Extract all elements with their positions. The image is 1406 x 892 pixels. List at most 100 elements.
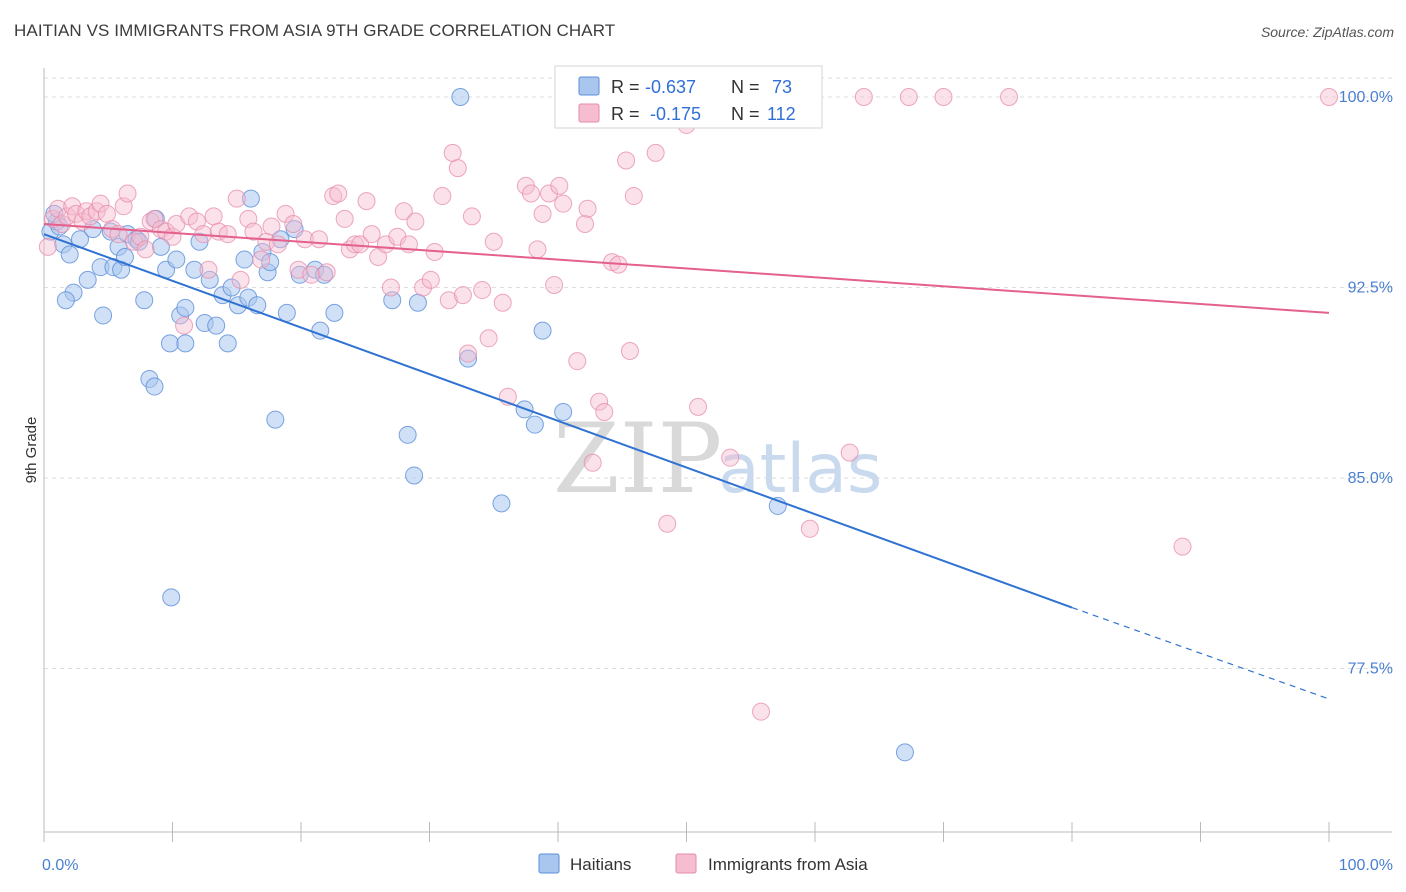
haitians-point [533, 321, 552, 340]
asia-point [568, 352, 587, 371]
legend-n-value-1: 73 [772, 77, 792, 97]
x-axis-ticks [43, 822, 1330, 842]
haitians-trend-line [43, 233, 1073, 609]
asia-point [689, 397, 708, 416]
asia-point [136, 240, 155, 259]
haitians-point [176, 298, 195, 317]
asia-point [199, 260, 218, 279]
asia-point [227, 189, 246, 208]
legend-n-value-2: 112 [767, 104, 796, 124]
axes [43, 68, 1392, 833]
asia-point [1320, 88, 1338, 106]
asia-point [268, 235, 287, 254]
asia-point [575, 215, 594, 233]
x-tick-label-max: 100.0% [1339, 857, 1393, 874]
asia-point [439, 291, 458, 310]
asia-point [453, 286, 472, 305]
asia-point [381, 278, 400, 297]
asia-point [324, 187, 343, 206]
series-legend: Haitians Immigrants from Asia [538, 853, 868, 874]
haitians-point [222, 278, 241, 297]
asia-point [448, 159, 467, 178]
asia-point [473, 281, 492, 300]
haitians-point [218, 334, 237, 353]
source-label: Source: ZipAtlas.com [1260, 24, 1394, 40]
asia-point [899, 88, 918, 106]
asia-point [528, 240, 547, 259]
haitians-point [451, 88, 470, 106]
bottom-legend-asia: Immigrants from Asia [708, 855, 868, 874]
asia-point [394, 202, 413, 221]
haitians-point [405, 466, 424, 485]
legend-swatch-asia [578, 103, 600, 123]
legend-swatch-haitians [578, 76, 600, 96]
asia-point [533, 204, 552, 223]
watermark: ZIP atlas [553, 403, 882, 515]
asia-point [244, 222, 263, 241]
watermark-zip: ZIP [553, 403, 722, 515]
legend-n-label-2: N = [731, 104, 760, 124]
trend-lines [43, 223, 1330, 700]
asia-point [38, 237, 57, 256]
haitians-point [176, 334, 195, 353]
haitians-point [94, 306, 113, 325]
asia-point [462, 207, 481, 226]
asia-point [540, 184, 559, 203]
asia-point [276, 204, 295, 223]
haitians-point [135, 291, 154, 310]
asia-point [1000, 88, 1019, 106]
legend-r-label-2: R = [611, 104, 640, 124]
x-tick-label-min: 0.0% [42, 857, 78, 874]
y-tick-label: 100.0% [1339, 89, 1393, 106]
bottom-legend-swatch-haitians [538, 853, 560, 874]
haitians-point [895, 743, 914, 762]
asia-point [231, 270, 250, 289]
asia-point [218, 225, 237, 244]
y-tick-labels: 77.5% 85.0% 92.5% 100.0% [1339, 89, 1393, 678]
asia-point [459, 344, 478, 363]
legend-n-label-1: N = [731, 77, 760, 97]
haitians-point [398, 425, 417, 444]
bottom-legend-haitians: Haitians [570, 855, 631, 874]
haitians-point [160, 334, 179, 353]
asia-points [38, 88, 1338, 721]
asia-point [309, 230, 328, 249]
asia-point [484, 232, 503, 251]
asia-point [443, 143, 462, 162]
asia-point [421, 270, 440, 289]
haitians-point [525, 415, 544, 434]
asia-point [934, 88, 953, 106]
asia-point [118, 184, 137, 203]
asia-point [67, 204, 86, 223]
asia-point [840, 443, 859, 462]
asia-point [284, 215, 303, 233]
haitians-point [207, 316, 226, 335]
asia-point [583, 453, 602, 472]
y-tick-label: 85.0% [1348, 470, 1393, 487]
asia-point [595, 402, 614, 421]
haitians-point [315, 265, 334, 284]
asia-point [554, 194, 573, 213]
asia-point [800, 519, 819, 538]
bottom-legend-swatch-asia [675, 853, 697, 874]
haitians-point [266, 410, 285, 429]
asia-point [295, 230, 314, 249]
chart-title: HAITIAN VS IMMIGRANTS FROM ASIA 9TH GRAD… [14, 21, 616, 40]
watermark-atlas: atlas [718, 430, 882, 509]
asia-point [175, 316, 194, 335]
asia-point [620, 342, 639, 360]
asia-point [335, 209, 354, 228]
asia-point [493, 293, 512, 312]
asia-point [1173, 537, 1192, 556]
haitians-point [408, 293, 427, 312]
haitians-point [56, 291, 75, 310]
asia-point [522, 184, 541, 203]
asia-point [752, 702, 771, 721]
asia-point [406, 212, 425, 231]
asia-point [578, 199, 597, 218]
asia-point [97, 204, 116, 223]
asia-point [91, 194, 110, 213]
asia-point [721, 448, 740, 467]
stats-legend: R = -0.637 N = 73 R = -0.175 N = 112 [554, 65, 823, 129]
